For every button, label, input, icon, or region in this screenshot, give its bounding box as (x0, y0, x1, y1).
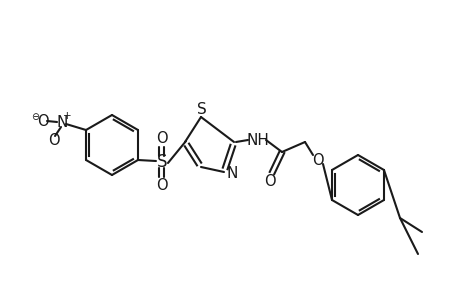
Text: O: O (48, 133, 60, 148)
Text: +: + (62, 111, 71, 121)
Text: N: N (56, 115, 67, 130)
Text: O: O (156, 130, 168, 146)
Text: NH: NH (246, 133, 269, 148)
Text: O: O (156, 178, 168, 194)
Text: S: S (197, 101, 207, 116)
Text: O: O (312, 152, 323, 167)
Text: S: S (157, 153, 167, 171)
Text: O: O (263, 173, 275, 188)
Text: N: N (226, 166, 237, 181)
Text: O: O (37, 113, 49, 128)
Text: ⊖: ⊖ (31, 112, 39, 122)
